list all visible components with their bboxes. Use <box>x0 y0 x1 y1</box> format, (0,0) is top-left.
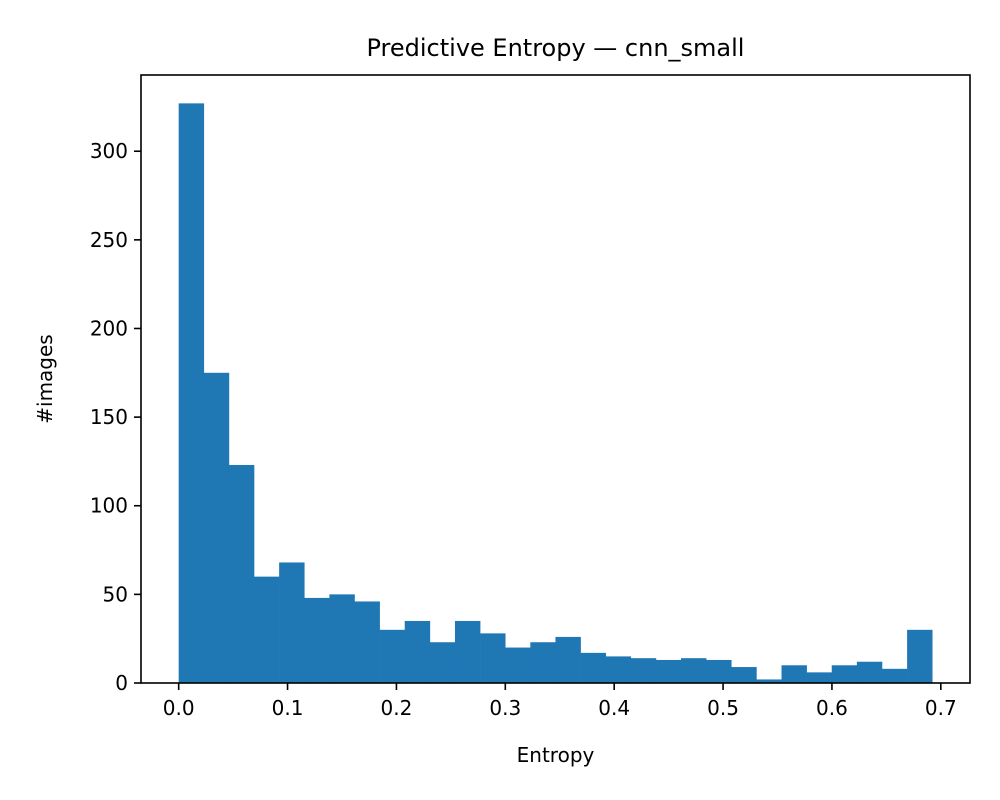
histogram-bar <box>203 372 230 683</box>
histogram-bar <box>530 642 556 683</box>
histogram-bar <box>781 665 807 683</box>
histogram-bar <box>404 620 431 683</box>
y-axis-label: #images <box>33 334 57 423</box>
histogram-bar <box>630 658 657 683</box>
bars-group <box>178 103 933 684</box>
x-axis-ticks: 0.0 0.1 0.2 0.3 0.4 0.5 0.6 0.7 <box>163 683 957 720</box>
y-tick-label: 300 <box>90 139 128 163</box>
chart-title: Predictive Entropy — cnn_small <box>367 34 745 62</box>
histogram-bar <box>856 661 883 683</box>
y-tick-label: 200 <box>90 316 128 340</box>
plot-frame <box>140 74 971 684</box>
histogram-bar <box>429 642 456 683</box>
histogram-bar <box>655 659 682 683</box>
histogram-bar <box>881 668 908 683</box>
histogram-bar <box>254 576 280 683</box>
x-tick-label: 0.1 <box>272 696 304 720</box>
x-tick-label: 0.6 <box>816 696 848 720</box>
histogram-bar <box>279 562 305 683</box>
histogram-bar <box>756 679 782 683</box>
x-tick-label: 0.0 <box>163 696 195 720</box>
x-axis-label: Entropy <box>517 743 595 767</box>
histogram-bar <box>480 633 506 683</box>
histogram-bar <box>706 659 732 683</box>
y-tick-label: 250 <box>90 228 128 252</box>
x-tick-label: 0.2 <box>381 696 413 720</box>
x-tick-label: 0.3 <box>489 696 521 720</box>
histogram-bar <box>379 629 406 683</box>
histogram-bar <box>329 594 355 683</box>
y-tick-label: 50 <box>103 582 128 606</box>
x-tick-label: 0.4 <box>598 696 630 720</box>
y-tick-label: 0 <box>115 671 128 695</box>
x-tick-label: 0.5 <box>707 696 739 720</box>
histogram-bar <box>304 597 330 683</box>
histogram-bar <box>454 620 481 683</box>
histogram-bar <box>731 667 757 683</box>
histogram-bar <box>806 672 833 683</box>
histogram-bar <box>228 464 255 683</box>
x-tick-label: 0.7 <box>925 696 957 720</box>
y-axis-ticks: 0 50 100 150 200 250 300 <box>90 139 141 695</box>
histogram-bar <box>580 652 606 683</box>
y-tick-label: 150 <box>90 405 128 429</box>
histogram-bar <box>505 647 531 683</box>
histogram-bar <box>354 601 380 683</box>
histogram-bar <box>605 656 632 683</box>
histogram-bar <box>555 636 581 683</box>
histogram-bar <box>907 629 933 683</box>
histogram-bar <box>178 103 205 684</box>
histogram-bar <box>681 658 707 683</box>
histogram-bar <box>831 665 858 683</box>
y-tick-label: 100 <box>90 494 128 518</box>
